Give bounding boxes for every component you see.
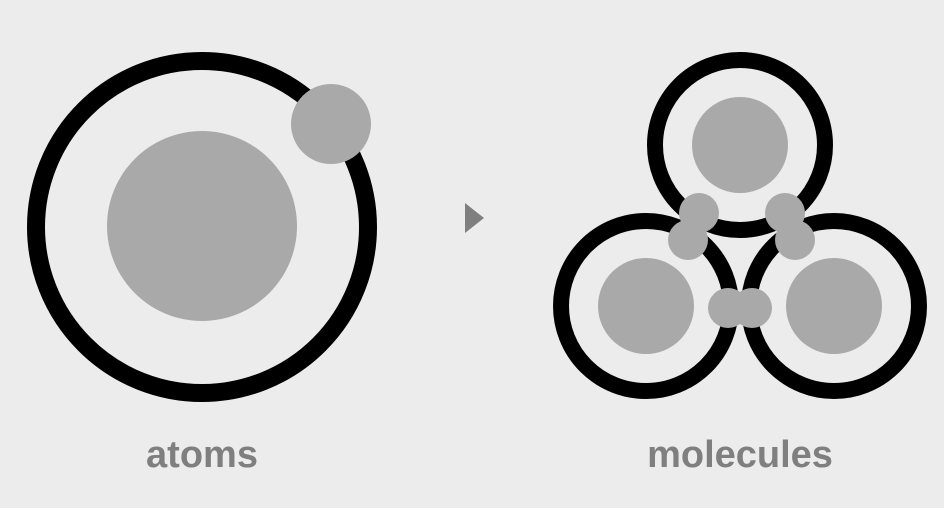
molecule-illustration <box>553 52 927 399</box>
molecule-ring-top <box>647 52 833 238</box>
bond-electron <box>775 220 815 260</box>
molecule-nucleus-right <box>786 258 882 354</box>
arrow-icon <box>465 203 484 233</box>
atom-nucleus <box>107 131 297 321</box>
bond-bottom <box>708 288 772 328</box>
bond-top-left <box>668 193 719 260</box>
atom-orbit-ring <box>27 52 377 402</box>
molecule-nucleus-left <box>598 258 694 354</box>
molecule-nucleus-top <box>692 97 788 193</box>
molecules-label: molecules <box>647 434 833 476</box>
atom-electron <box>291 84 371 164</box>
bond-electron <box>732 288 772 328</box>
bond-electron <box>668 220 708 260</box>
atom-illustration <box>27 52 377 402</box>
atoms-label: atoms <box>146 434 258 476</box>
bond-top-right <box>765 193 815 260</box>
